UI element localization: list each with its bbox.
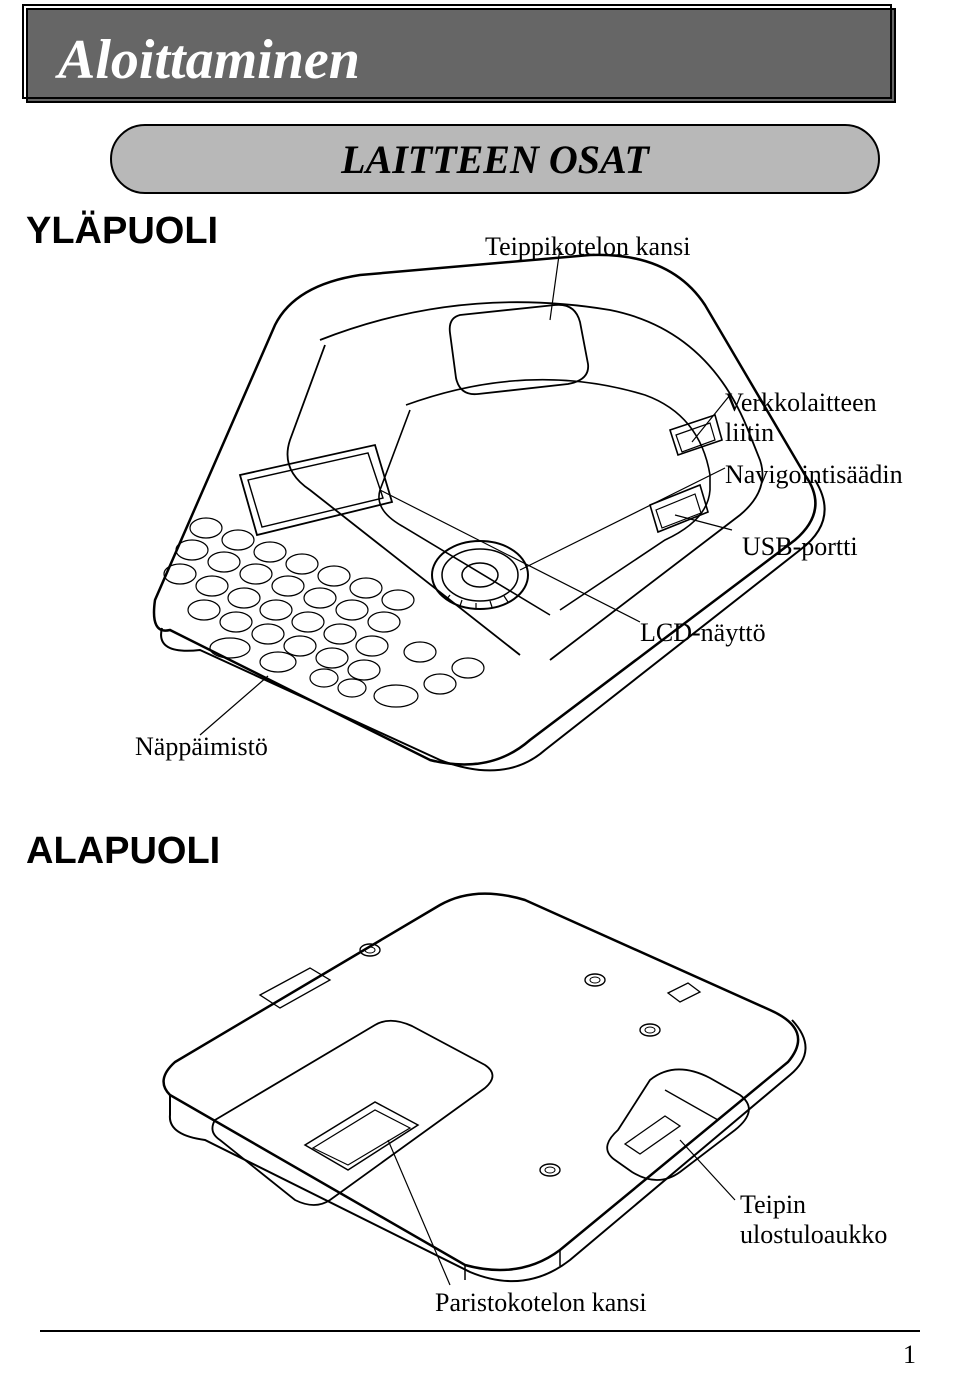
page-title: Aloittaminen [58,28,360,92]
label-lcd-display: LCD-näyttö [640,618,766,648]
page: Aloittaminen LAITTEEN OSAT YLÄPUOLI [0,0,960,1390]
label-battery-cover: Paristokotelon kansi [435,1288,647,1318]
label-usb-port: USB-portti [742,532,858,562]
label-tape-exit-line2: ulostuloaukko [740,1220,887,1250]
footer-divider [40,1330,920,1332]
label-adapter-connector-line2: liitin [725,418,774,448]
label-nav-dial: Navigointisäädin [725,460,903,490]
title-box: Aloittaminen [26,8,896,103]
device-bottom-diagram [120,880,840,1310]
section-pill: LAITTEEN OSAT [110,124,880,194]
label-keyboard: Näppäimistö [135,732,268,762]
label-tape-cover: Teippikotelon kansi [485,232,690,262]
page-number: 1 [903,1340,916,1370]
label-tape-exit-line1: Teipin [740,1190,806,1220]
device-top-diagram [110,230,860,790]
label-adapter-connector-line1: Verkkolaitteen [725,388,877,418]
section-title: LAITTEEN OSAT [341,136,649,183]
bottom-subheading: ALAPUOLI [26,830,220,873]
